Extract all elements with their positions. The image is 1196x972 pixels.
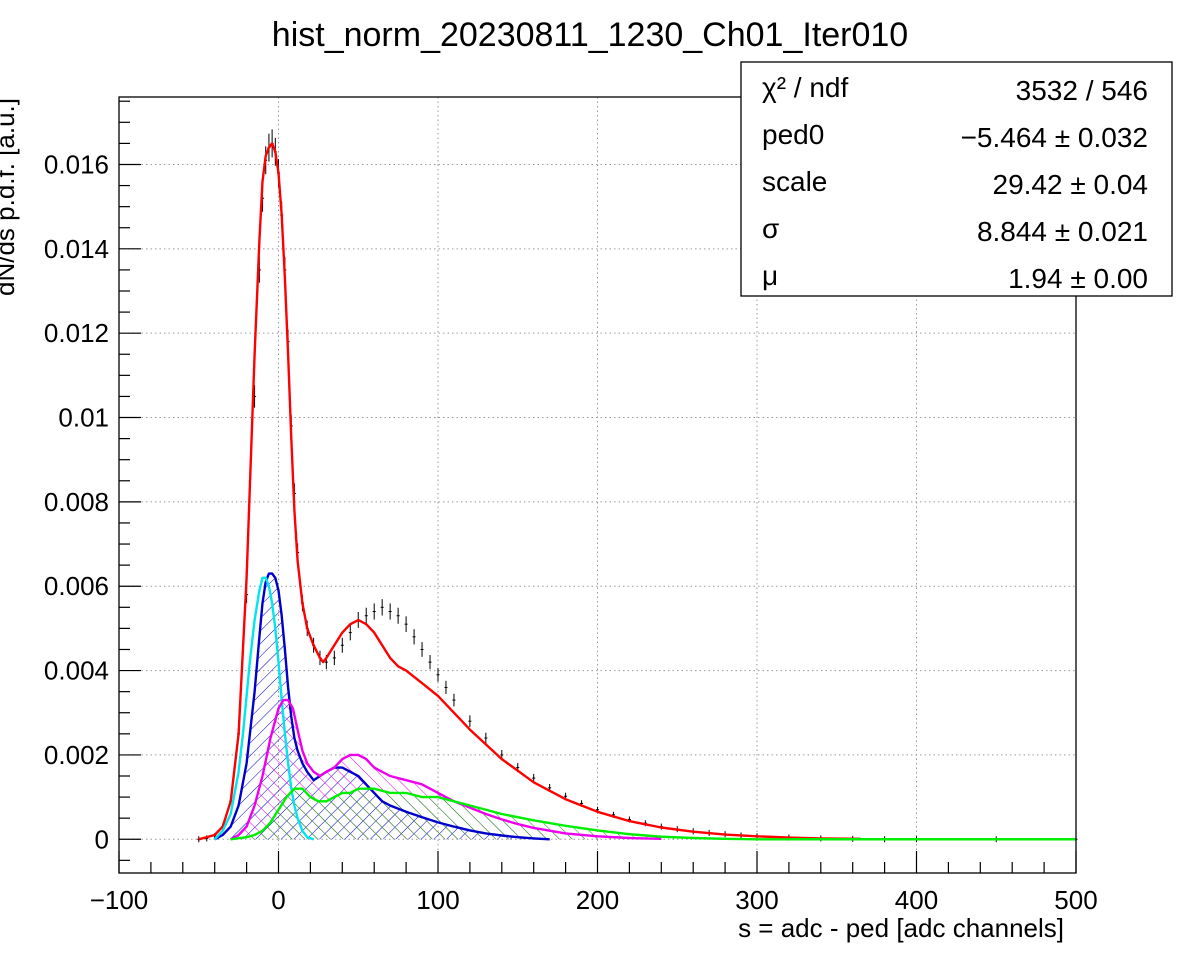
data-point [348,624,352,641]
y-tick-label: 0.008 [44,487,109,517]
data-point [396,607,400,624]
stats-box-frame [740,61,1173,297]
stats-name: χ² / ndf [762,72,849,103]
stats-name: σ [762,213,779,244]
data-point [484,732,488,744]
x-tick-label: 400 [895,885,938,915]
y-tick-label: 0.01 [58,403,109,433]
stats-name: ped0 [762,119,824,150]
data-point [364,607,368,624]
x-tick-label: 300 [735,885,778,915]
y-tick-label: 0 [95,824,109,854]
series-line [230,698,662,841]
component-fills [214,573,789,840]
stats-value: 29.42 ± 0.04 [993,169,1149,200]
series-line [213,576,314,841]
data-point [372,603,376,620]
series-line [198,142,861,841]
chart-title: hist_norm_20230811_1230_Ch01_Iter010 [272,16,908,54]
stats-value: −5.464 ± 0.032 [961,122,1148,153]
stats-value: 8.844 ± 0.021 [977,216,1148,247]
data-point [444,680,448,695]
tick-labels: −100 0 100 200 300 400 500 0 0.002 0.004 0.006 0.00… [44,149,1098,915]
stats-value: 3532 / 546 [1016,75,1148,106]
y-tick-label: 0.012 [44,318,109,348]
data-point [380,599,384,616]
x-tick-label: 500 [1054,885,1097,915]
y-tick-label: 0.006 [44,571,109,601]
data-point [412,629,416,645]
x-axis-title: s = adc - ped [adc channels] [738,913,1064,943]
fit-statistics-box: χ² / ndf 3532 / 546 ped0 −5.464 ± 0.032 scal… [740,61,1173,297]
series-line [214,572,550,841]
data-point [436,667,440,682]
data-point [340,637,344,653]
data-point [420,642,424,657]
data-point [452,693,456,707]
y-tick-label: 0.004 [44,656,109,686]
x-tick-label: 100 [416,885,459,915]
x-tick-label: 200 [576,885,619,915]
data-point [332,650,336,666]
data-point [468,715,472,727]
data-point [388,603,392,620]
data-point [404,616,408,633]
series-line [230,787,789,841]
series-fill [230,788,789,840]
stats-name: scale [762,166,827,197]
x-tick-label: −100 [90,885,149,915]
fit-curves [198,142,1076,841]
y-tick-label: 0.016 [44,149,109,179]
data-point [428,655,432,670]
stats-name: μ [762,260,778,291]
x-tick-label: 0 [271,885,285,915]
y-tick-label: 0.002 [44,740,109,770]
y-axis-title: dN/ds p.d.f. [a.u.] [0,98,20,296]
stats-value: 1.94 ± 0.00 [1008,263,1148,294]
stats-rows: χ² / ndf 3532 / 546 ped0 −5.464 ± 0.032 scal… [762,72,1148,294]
y-tick-label: 0.014 [44,234,109,264]
axis-ticks [118,100,1077,873]
